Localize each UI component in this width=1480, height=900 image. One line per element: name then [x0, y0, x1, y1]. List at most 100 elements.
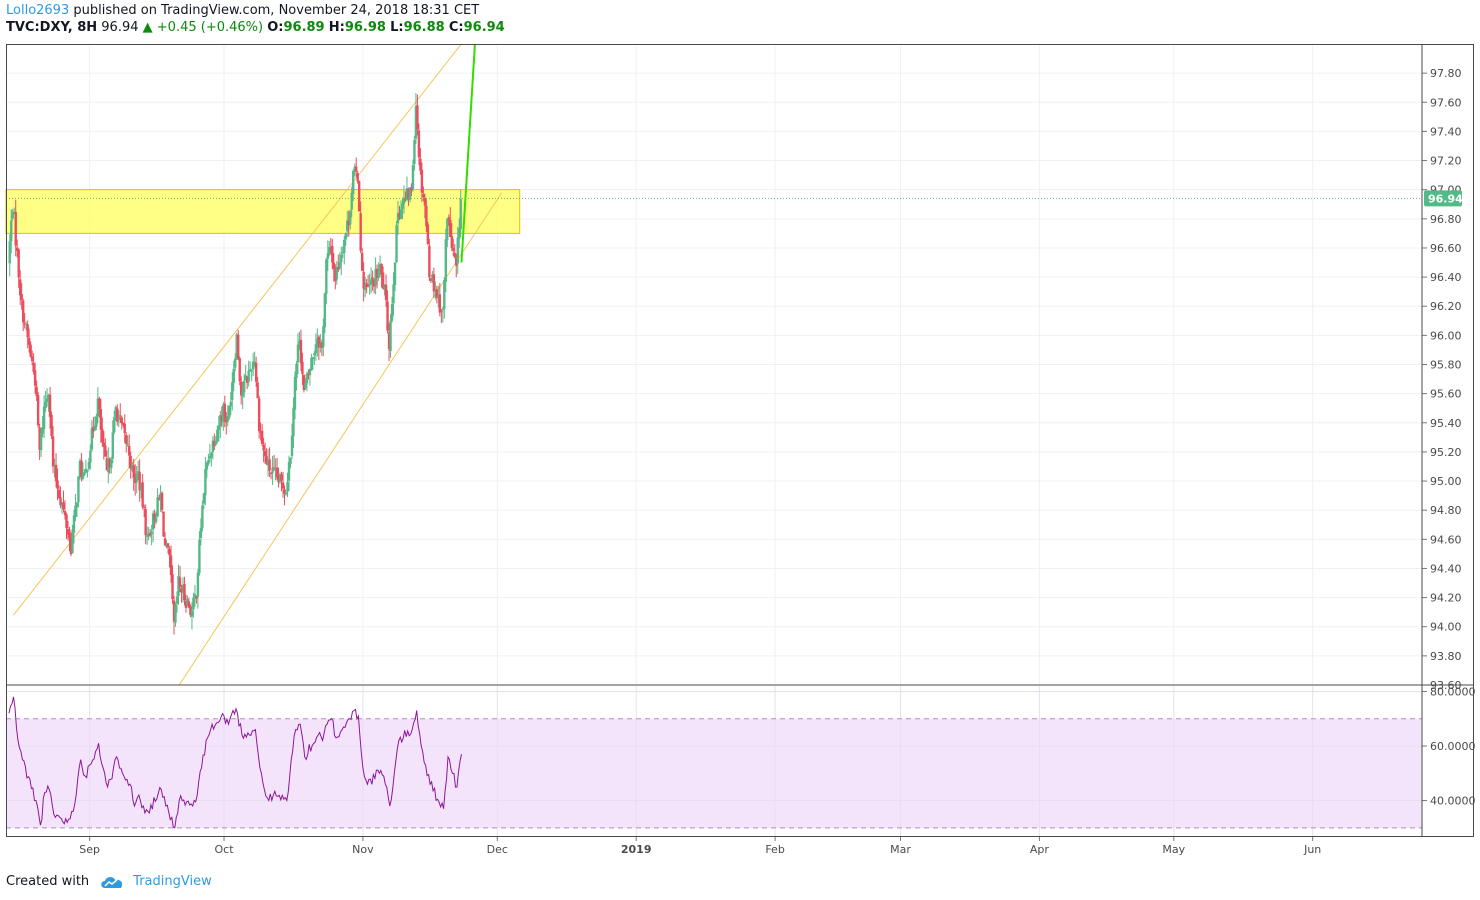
- candle-body: [83, 472, 86, 476]
- candle-body: [265, 456, 268, 464]
- candle-body: [272, 467, 276, 469]
- candle-body: [417, 130, 421, 158]
- chart-background: [6, 44, 1473, 836]
- candle-body: [357, 181, 361, 212]
- time-tick-label: 2019: [621, 843, 652, 856]
- created-with-text: Created with: [6, 874, 90, 889]
- candle-body: [380, 264, 383, 275]
- candle-body: [147, 533, 150, 536]
- candle-body: [378, 264, 382, 272]
- candle-body: [453, 252, 456, 258]
- candle-body: [316, 338, 319, 345]
- open-label: O:: [267, 20, 284, 35]
- channel-lower-line[interactable]: [178, 192, 503, 685]
- candle-body: [184, 601, 188, 608]
- candle-body: [266, 460, 270, 466]
- candle-body: [347, 220, 350, 226]
- candle-body: [175, 596, 179, 604]
- candle-body: [208, 456, 212, 459]
- candle-body: [202, 493, 206, 504]
- candle-body: [138, 472, 141, 491]
- candle-body: [14, 211, 17, 246]
- candle-body: [365, 283, 368, 287]
- candle-body: [299, 339, 303, 364]
- candle-body: [377, 270, 380, 278]
- candle-body: [62, 502, 65, 510]
- candle-body: [225, 416, 228, 423]
- candle-body: [169, 555, 173, 575]
- chart-canvas[interactable]: 97.8097.6097.4097.2097.0096.8096.6096.40…: [0, 0, 1480, 870]
- high-value: 96.98: [344, 20, 386, 35]
- candle-body: [78, 460, 82, 477]
- candle-body: [296, 344, 300, 363]
- candle-body: [322, 326, 325, 347]
- time-tick-label: Nov: [352, 843, 374, 856]
- candle-body: [287, 462, 291, 481]
- candle-body: [86, 470, 89, 472]
- candle-body: [183, 584, 186, 601]
- candle-body: [262, 445, 265, 451]
- candle-body: [135, 473, 138, 483]
- tradingview-cloud-icon: [101, 876, 123, 888]
- candle-body: [199, 527, 203, 538]
- candle-body: [210, 452, 213, 458]
- candle-body: [456, 237, 459, 264]
- candle-body: [271, 467, 274, 473]
- candle-body: [410, 187, 413, 191]
- candle-body: [374, 268, 377, 286]
- projection-line[interactable]: [460, 44, 476, 263]
- candle-body: [399, 209, 403, 219]
- candle-body: [71, 532, 74, 553]
- candle-body: [148, 532, 152, 536]
- candle-body: [108, 458, 111, 468]
- candle-body: [298, 341, 301, 346]
- candle-body: [319, 343, 322, 347]
- candle-body: [352, 170, 355, 195]
- candle-body: [68, 532, 71, 539]
- candle-body: [405, 188, 409, 201]
- candle-body: [66, 529, 70, 535]
- channel-upper-line[interactable]: [13, 32, 470, 616]
- candle-body: [63, 510, 67, 516]
- author-link[interactable]: Lollo2693: [6, 3, 70, 18]
- tradingview-brand-link[interactable]: TradingView: [133, 874, 212, 889]
- candle-body: [292, 407, 295, 437]
- close-value: 96.94: [463, 20, 505, 35]
- price-tick-label: 95.40: [1430, 417, 1462, 430]
- candle-body: [334, 267, 337, 281]
- symbol-line: TVC:DXY, 8H 96.94 ▲ +0.45 (+0.46%) O:96.…: [6, 19, 1466, 36]
- price-tick-label: 96.80: [1430, 213, 1462, 226]
- candle-body: [331, 245, 334, 263]
- candle-body: [438, 294, 442, 313]
- candle-body: [308, 368, 312, 376]
- candle-body: [20, 294, 23, 300]
- candle-body: [425, 205, 428, 227]
- candle-body: [235, 334, 238, 360]
- resistance-zone[interactable]: [5, 189, 521, 234]
- candle-body: [8, 241, 11, 264]
- candle-body: [422, 194, 425, 198]
- candle-body: [19, 279, 22, 296]
- candle-body: [247, 370, 250, 382]
- candle-body: [341, 252, 344, 254]
- candle-body: [269, 472, 273, 474]
- candle-body: [205, 462, 209, 470]
- price-tick-label: 96.60: [1430, 242, 1462, 255]
- time-tick-label: Oct: [215, 843, 235, 856]
- candle-body: [286, 482, 289, 492]
- price-tick-label: 97.40: [1430, 125, 1462, 138]
- candle-body: [325, 259, 328, 294]
- candle-body: [257, 398, 261, 432]
- candle-body: [54, 464, 58, 482]
- price-tick-label: 96.00: [1430, 329, 1462, 342]
- candle-body: [408, 187, 412, 200]
- rsi-tick-label: 60.0000: [1430, 740, 1476, 753]
- candle-body: [452, 248, 455, 251]
- candle-body: [295, 363, 298, 379]
- candle-body: [326, 253, 330, 260]
- candle-body: [366, 285, 370, 287]
- candle-body: [45, 398, 49, 403]
- candle-body: [355, 166, 358, 172]
- candle-body: [171, 574, 174, 600]
- candle-body: [234, 358, 237, 368]
